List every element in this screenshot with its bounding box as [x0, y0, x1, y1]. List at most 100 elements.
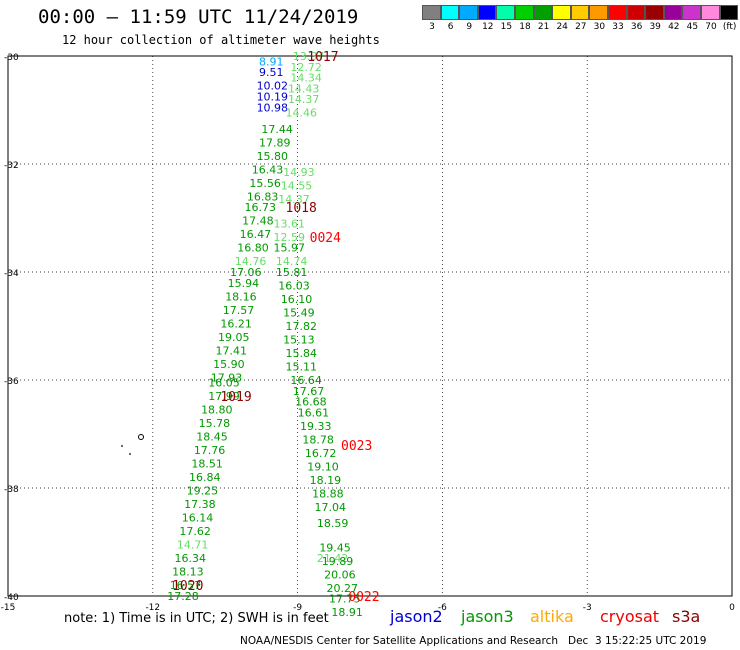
color-swatch	[719, 5, 739, 20]
map-frame	[7, 55, 733, 597]
swh-value: 15.78	[199, 417, 231, 430]
swh-value: 18.59	[317, 517, 349, 530]
swh-value: 16.83	[247, 190, 278, 203]
swh-value: 21.42	[317, 552, 349, 565]
lon-tick-label: -15	[1, 603, 16, 613]
pass-time-label: 1020	[172, 579, 203, 594]
map-subtitle: 12 hour collection of altimeter wave hei…	[62, 33, 380, 47]
swh-value: 16.34	[175, 552, 207, 565]
swh-value: 16.03	[278, 280, 310, 293]
color-scale-label: 6	[447, 22, 454, 32]
color-scale-label: 30	[593, 22, 606, 32]
color-scale-label: 33	[612, 22, 624, 32]
island-marker	[121, 445, 123, 447]
swh-value: 17.75	[329, 593, 361, 606]
lon-tick-label: -3	[583, 603, 592, 613]
swh-value: 13.61	[273, 217, 305, 230]
lat-tick-label: -30	[4, 53, 19, 63]
map-title: 00:00 – 11:59 UTC 11/24/2019	[38, 6, 359, 28]
legend-item-cryosat: cryosat	[600, 607, 660, 626]
color-scale-label: 18	[519, 22, 531, 32]
legend-item-jason3: jason3	[461, 607, 514, 626]
swh-value: 17.93	[211, 371, 243, 384]
legend-item-jason2: jason2	[390, 607, 443, 626]
color-swatch	[589, 5, 608, 20]
lon-tick-label: -12	[145, 603, 160, 613]
lon-tick-label: 0	[729, 603, 735, 613]
swh-value: 15.84	[286, 347, 318, 360]
swh-value: 18.91	[331, 606, 363, 619]
swh-value: 18.45	[196, 431, 228, 444]
pass-time-label: 0024	[310, 231, 341, 246]
swh-value: 16.57	[170, 579, 202, 592]
pass-time-label: 1019	[220, 390, 251, 405]
swh-value: 16.68	[295, 396, 327, 409]
swh-value: 18.13	[172, 566, 204, 579]
swh-value: 17.62	[179, 525, 211, 538]
swh-value: 20.27	[327, 582, 359, 595]
swh-value: 16.84	[189, 471, 221, 484]
swh-value: 16.14	[182, 512, 214, 525]
color-swatch	[459, 5, 478, 20]
swh-value: 14.46	[286, 107, 318, 120]
color-swatch	[645, 5, 664, 20]
lat-tick-label: -38	[4, 485, 19, 495]
swh-value: 19.05	[218, 331, 250, 344]
color-scale-label: 39	[649, 22, 661, 32]
color-swatch	[496, 5, 515, 20]
swh-value: 15.81	[276, 266, 308, 279]
swh-value: 18.51	[191, 458, 223, 471]
swh-value: 14.34	[290, 72, 322, 85]
island-marker	[129, 453, 131, 455]
lat-tick-label: -32	[4, 161, 19, 171]
swh-value: 14.37	[278, 193, 310, 206]
swh-value: 12.59	[273, 231, 305, 244]
swh-value: 17.28	[167, 590, 199, 603]
color-swatch	[440, 5, 460, 20]
color-scale-label: 27	[575, 22, 587, 32]
color-swatch	[570, 5, 590, 20]
swh-value: 14.74	[276, 255, 308, 268]
swh-value: 16.21	[220, 317, 252, 330]
color-scale-label: 45	[686, 22, 699, 32]
color-scale-label: 24	[556, 22, 568, 32]
color-swatch	[608, 5, 627, 20]
swh-value: 17.57	[223, 304, 255, 317]
swh-value: 16.61	[298, 406, 330, 419]
swh-value: 18.16	[225, 290, 257, 303]
pass-time-label: 0023	[341, 439, 372, 454]
swh-value: 15.80	[257, 150, 289, 163]
swh-value: 16.10	[281, 293, 313, 306]
swh-value: 20.06	[324, 568, 356, 581]
color-swatch	[477, 5, 497, 20]
swh-value: 17.41	[216, 344, 248, 357]
swh-value: 16.80	[237, 242, 269, 255]
color-scale-label: 21	[537, 22, 550, 32]
swh-value: 19.10	[307, 460, 339, 473]
swh-value: 10.98	[257, 101, 289, 114]
swh-value: 10.02	[257, 80, 289, 93]
swh-value: 15.11	[286, 361, 318, 374]
swh-value: 14.37	[288, 93, 320, 106]
swh-value: 16.72	[305, 447, 337, 460]
swh-value: 17.06	[230, 266, 262, 279]
swh-value: 19.25	[187, 485, 219, 498]
color-swatch	[552, 5, 571, 20]
swh-value: 18.19	[310, 474, 342, 487]
swh-value: 19.45	[319, 541, 351, 554]
swh-value: 17.82	[286, 320, 318, 333]
color-scale-label: 42	[668, 22, 680, 32]
island-marker	[138, 434, 144, 440]
lat-tick-label: -40	[4, 593, 19, 603]
swh-value: 14.76	[235, 255, 267, 268]
swh-value: 17.38	[184, 498, 216, 511]
swh-value: 18.88	[312, 487, 344, 500]
swh-value: 17.44	[261, 123, 293, 136]
swh-value: 15.49	[283, 307, 315, 320]
color-scale-label: (ft)	[722, 22, 737, 32]
swh-value: 17.89	[259, 136, 291, 149]
swh-value: 17.48	[242, 215, 273, 228]
lon-tick-label: -9	[293, 603, 302, 613]
color-scale-label: 3	[429, 22, 435, 32]
swh-value: 15.90	[213, 358, 245, 371]
